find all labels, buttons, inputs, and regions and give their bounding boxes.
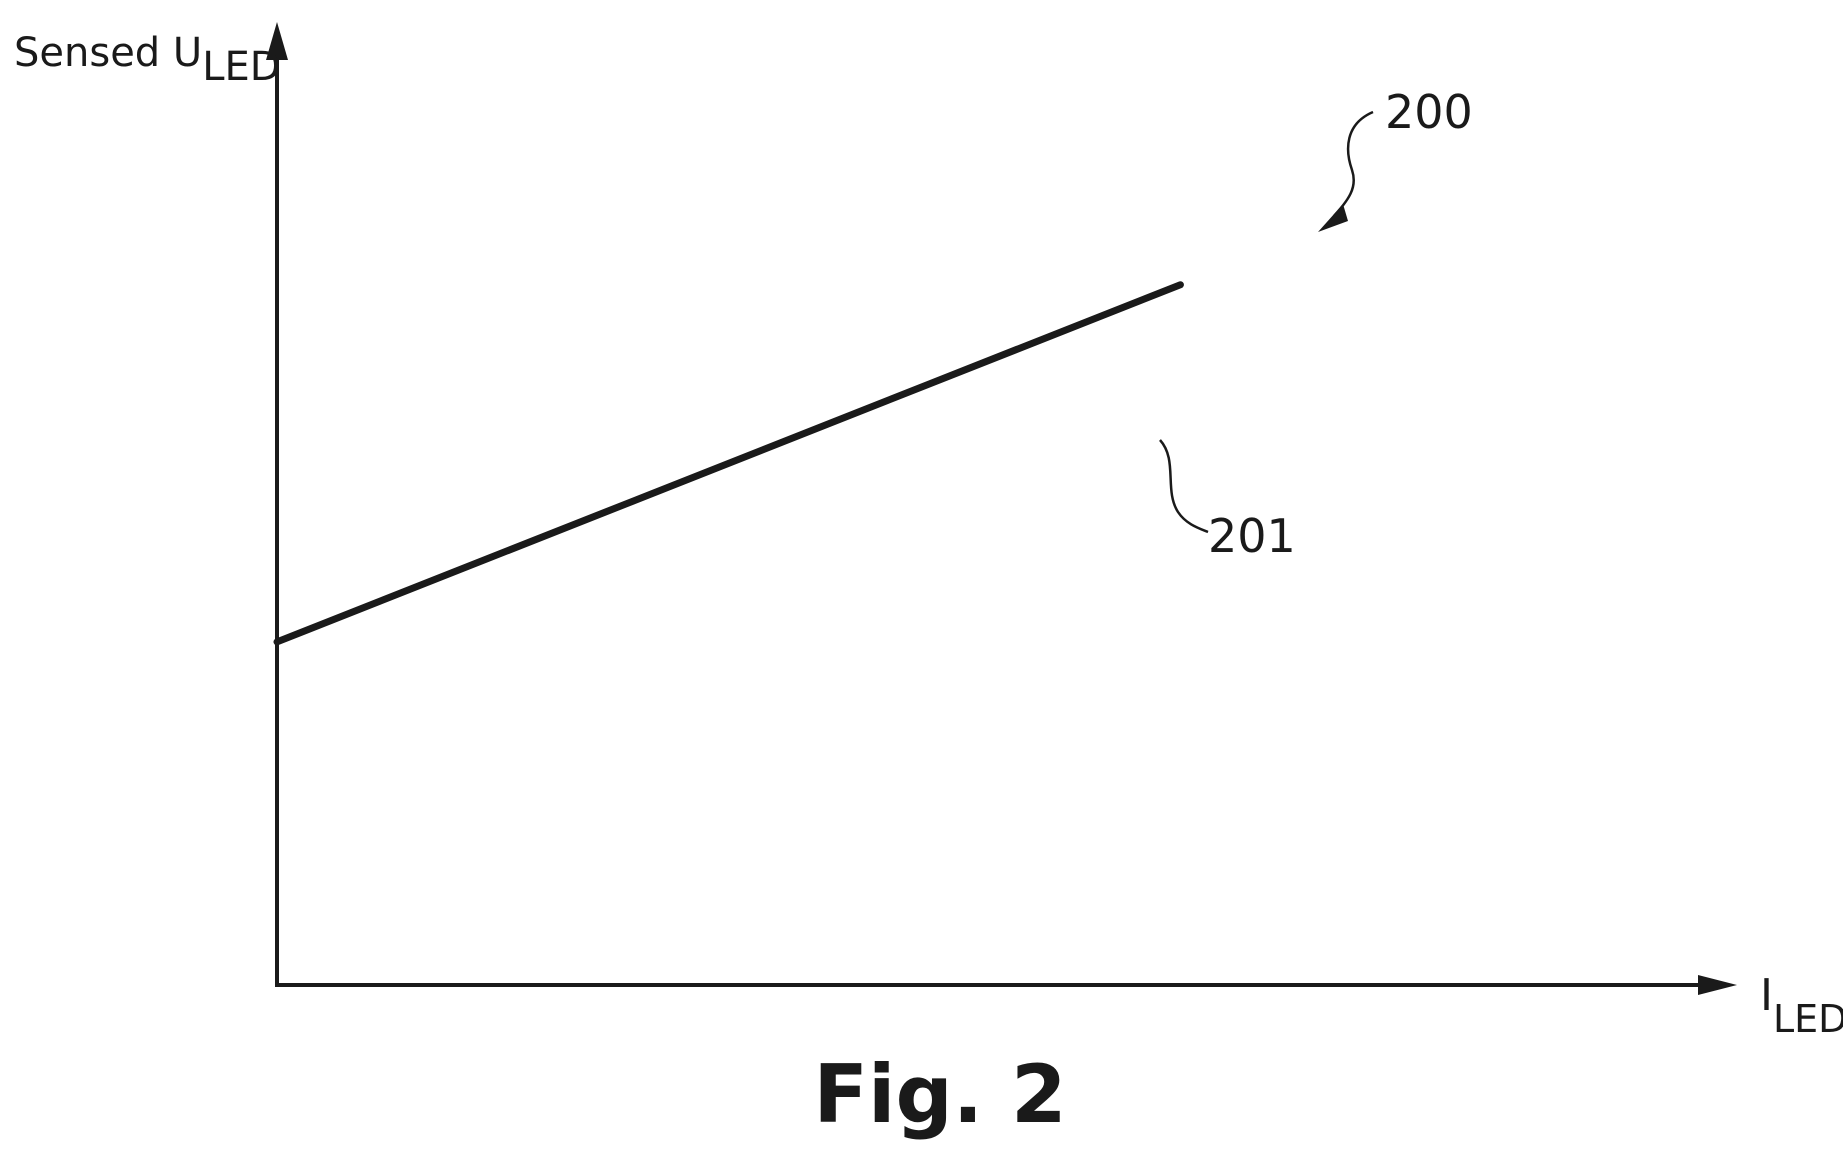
leader-line-201 xyxy=(1160,440,1208,532)
x-axis-arrow xyxy=(1698,975,1737,995)
x-axis-label-main: I xyxy=(1760,970,1773,1021)
leader-arrowhead-200 xyxy=(1318,204,1348,232)
reference-numeral-200: 200 xyxy=(1385,85,1473,139)
x-axis-label-subscript: LED xyxy=(1773,997,1843,1041)
figure-caption: Fig. 2 xyxy=(813,1048,1066,1141)
y-axis-label: Sensed ULED xyxy=(14,30,281,90)
x-axis-label: ILED xyxy=(1760,970,1843,1041)
series-label-201: 201 xyxy=(1208,509,1296,563)
series-line-201 xyxy=(277,285,1180,642)
leader-arrow-200 xyxy=(1334,112,1373,216)
y-axis-label-main: Sensed U xyxy=(14,30,202,76)
y-axis-label-subscript: LED xyxy=(202,44,280,90)
series-layer xyxy=(277,285,1180,642)
